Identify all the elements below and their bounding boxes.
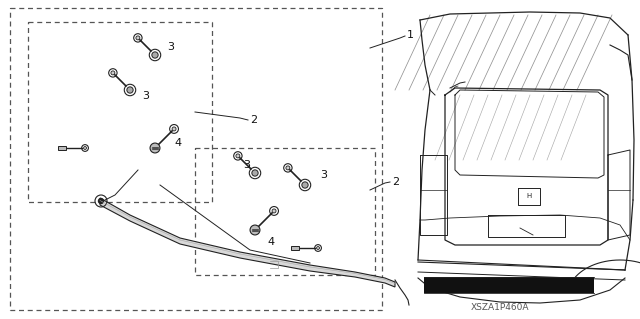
Bar <box>424 277 594 293</box>
Text: 3: 3 <box>243 160 250 170</box>
Text: H: H <box>526 193 532 199</box>
Circle shape <box>236 154 240 158</box>
Circle shape <box>250 225 260 235</box>
Circle shape <box>317 247 319 249</box>
FancyBboxPatch shape <box>291 246 299 250</box>
Text: 3: 3 <box>142 91 149 101</box>
Text: 4: 4 <box>267 237 274 247</box>
Circle shape <box>302 182 308 188</box>
Text: 1: 1 <box>407 30 414 40</box>
Circle shape <box>272 209 276 213</box>
Circle shape <box>172 127 176 131</box>
Text: 3: 3 <box>167 42 174 52</box>
Circle shape <box>136 36 140 40</box>
Text: 4: 4 <box>174 138 181 148</box>
Polygon shape <box>100 198 395 287</box>
Circle shape <box>84 146 86 149</box>
Text: 2: 2 <box>250 115 257 125</box>
Text: XSZA1P460A: XSZA1P460A <box>471 302 529 311</box>
Bar <box>28 22 212 202</box>
Circle shape <box>252 170 258 176</box>
Circle shape <box>152 52 158 58</box>
Circle shape <box>99 198 104 204</box>
Text: 2: 2 <box>392 177 399 187</box>
Circle shape <box>286 166 290 170</box>
Circle shape <box>127 87 133 93</box>
FancyBboxPatch shape <box>58 146 65 150</box>
Bar <box>10 8 382 310</box>
Bar <box>195 148 375 275</box>
Text: 3: 3 <box>320 170 327 180</box>
Circle shape <box>150 143 160 153</box>
Circle shape <box>111 71 115 75</box>
